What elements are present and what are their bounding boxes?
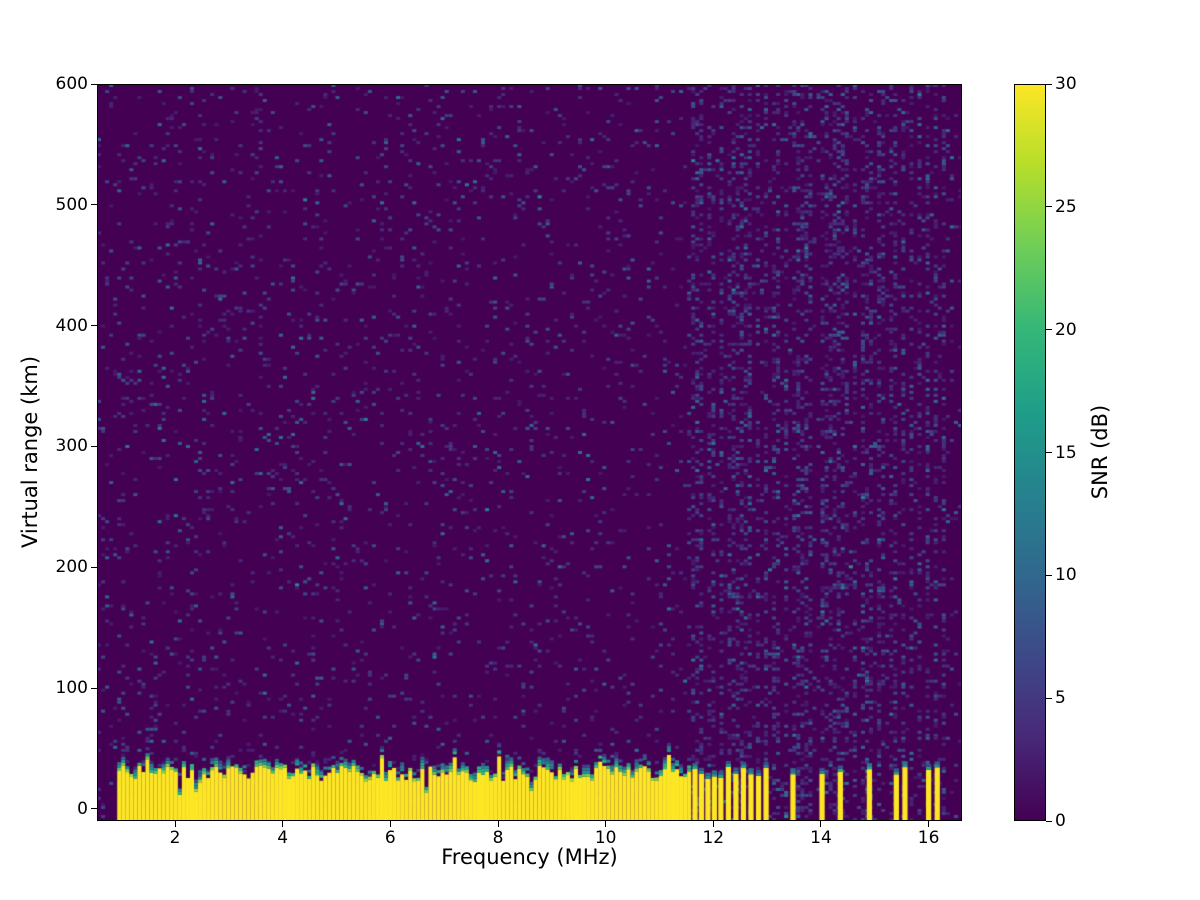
colorbar-tick-mark — [1046, 83, 1052, 85]
x-tick-mark — [389, 821, 391, 827]
colorbar-tick-mark — [1046, 820, 1052, 822]
y-tick-mark — [91, 808, 97, 810]
x-tick-mark — [928, 821, 930, 827]
colorbar — [1014, 84, 1046, 821]
y-tick-label: 300 — [55, 436, 88, 457]
colorbar-tick-label: 0 — [1055, 811, 1066, 831]
x-tick-label: 10 — [594, 828, 617, 848]
colorbar-tick-label: 20 — [1055, 319, 1077, 340]
y-tick-label: 600 — [55, 74, 88, 94]
colorbar-tick-mark — [1046, 697, 1052, 699]
colorbar-tick-mark — [1046, 452, 1052, 453]
x-tick-label: 6 — [384, 828, 396, 848]
colorbar-tick-label: 15 — [1055, 442, 1077, 463]
colorbar-tick-label: 25 — [1055, 196, 1077, 217]
x-tick-label: 2 — [169, 828, 181, 848]
x-tick-label: 8 — [492, 828, 504, 848]
x-tick-mark — [712, 821, 714, 827]
x-tick-label: 12 — [702, 828, 725, 848]
y-tick-label: 200 — [55, 557, 88, 578]
y-tick-label: 100 — [55, 678, 88, 699]
colorbar-tick-mark — [1046, 574, 1052, 576]
x-tick-mark — [820, 821, 822, 827]
ionogram-heatmap — [97, 84, 962, 821]
colorbar-tick-label: 30 — [1055, 74, 1077, 94]
x-tick-mark — [174, 821, 176, 827]
y-tick-mark — [91, 687, 97, 689]
colorbar-tick-label: 10 — [1055, 565, 1077, 586]
y-tick-mark — [91, 83, 97, 85]
y-tick-mark — [91, 445, 97, 447]
y-tick-label: 500 — [55, 194, 88, 215]
x-tick-label: 14 — [810, 828, 832, 848]
colorbar-tick-label: 5 — [1055, 688, 1066, 709]
colorbar-tick-mark — [1046, 206, 1052, 208]
y-tick-mark — [91, 325, 97, 327]
y-tick-label: 0 — [77, 798, 88, 819]
y-tick-label: 400 — [55, 315, 88, 336]
x-tick-mark — [497, 821, 499, 827]
x-tick-label: 4 — [277, 828, 289, 848]
y-axis-label: Virtual range (km) — [18, 355, 42, 549]
x-tick-label: 16 — [917, 828, 940, 848]
y-tick-mark — [91, 566, 97, 568]
x-tick-mark — [605, 821, 607, 827]
x-axis-label: Frequency (MHz) — [441, 845, 618, 869]
colorbar-tick-mark — [1046, 329, 1052, 331]
x-tick-mark — [282, 821, 284, 827]
y-tick-mark — [91, 204, 97, 206]
